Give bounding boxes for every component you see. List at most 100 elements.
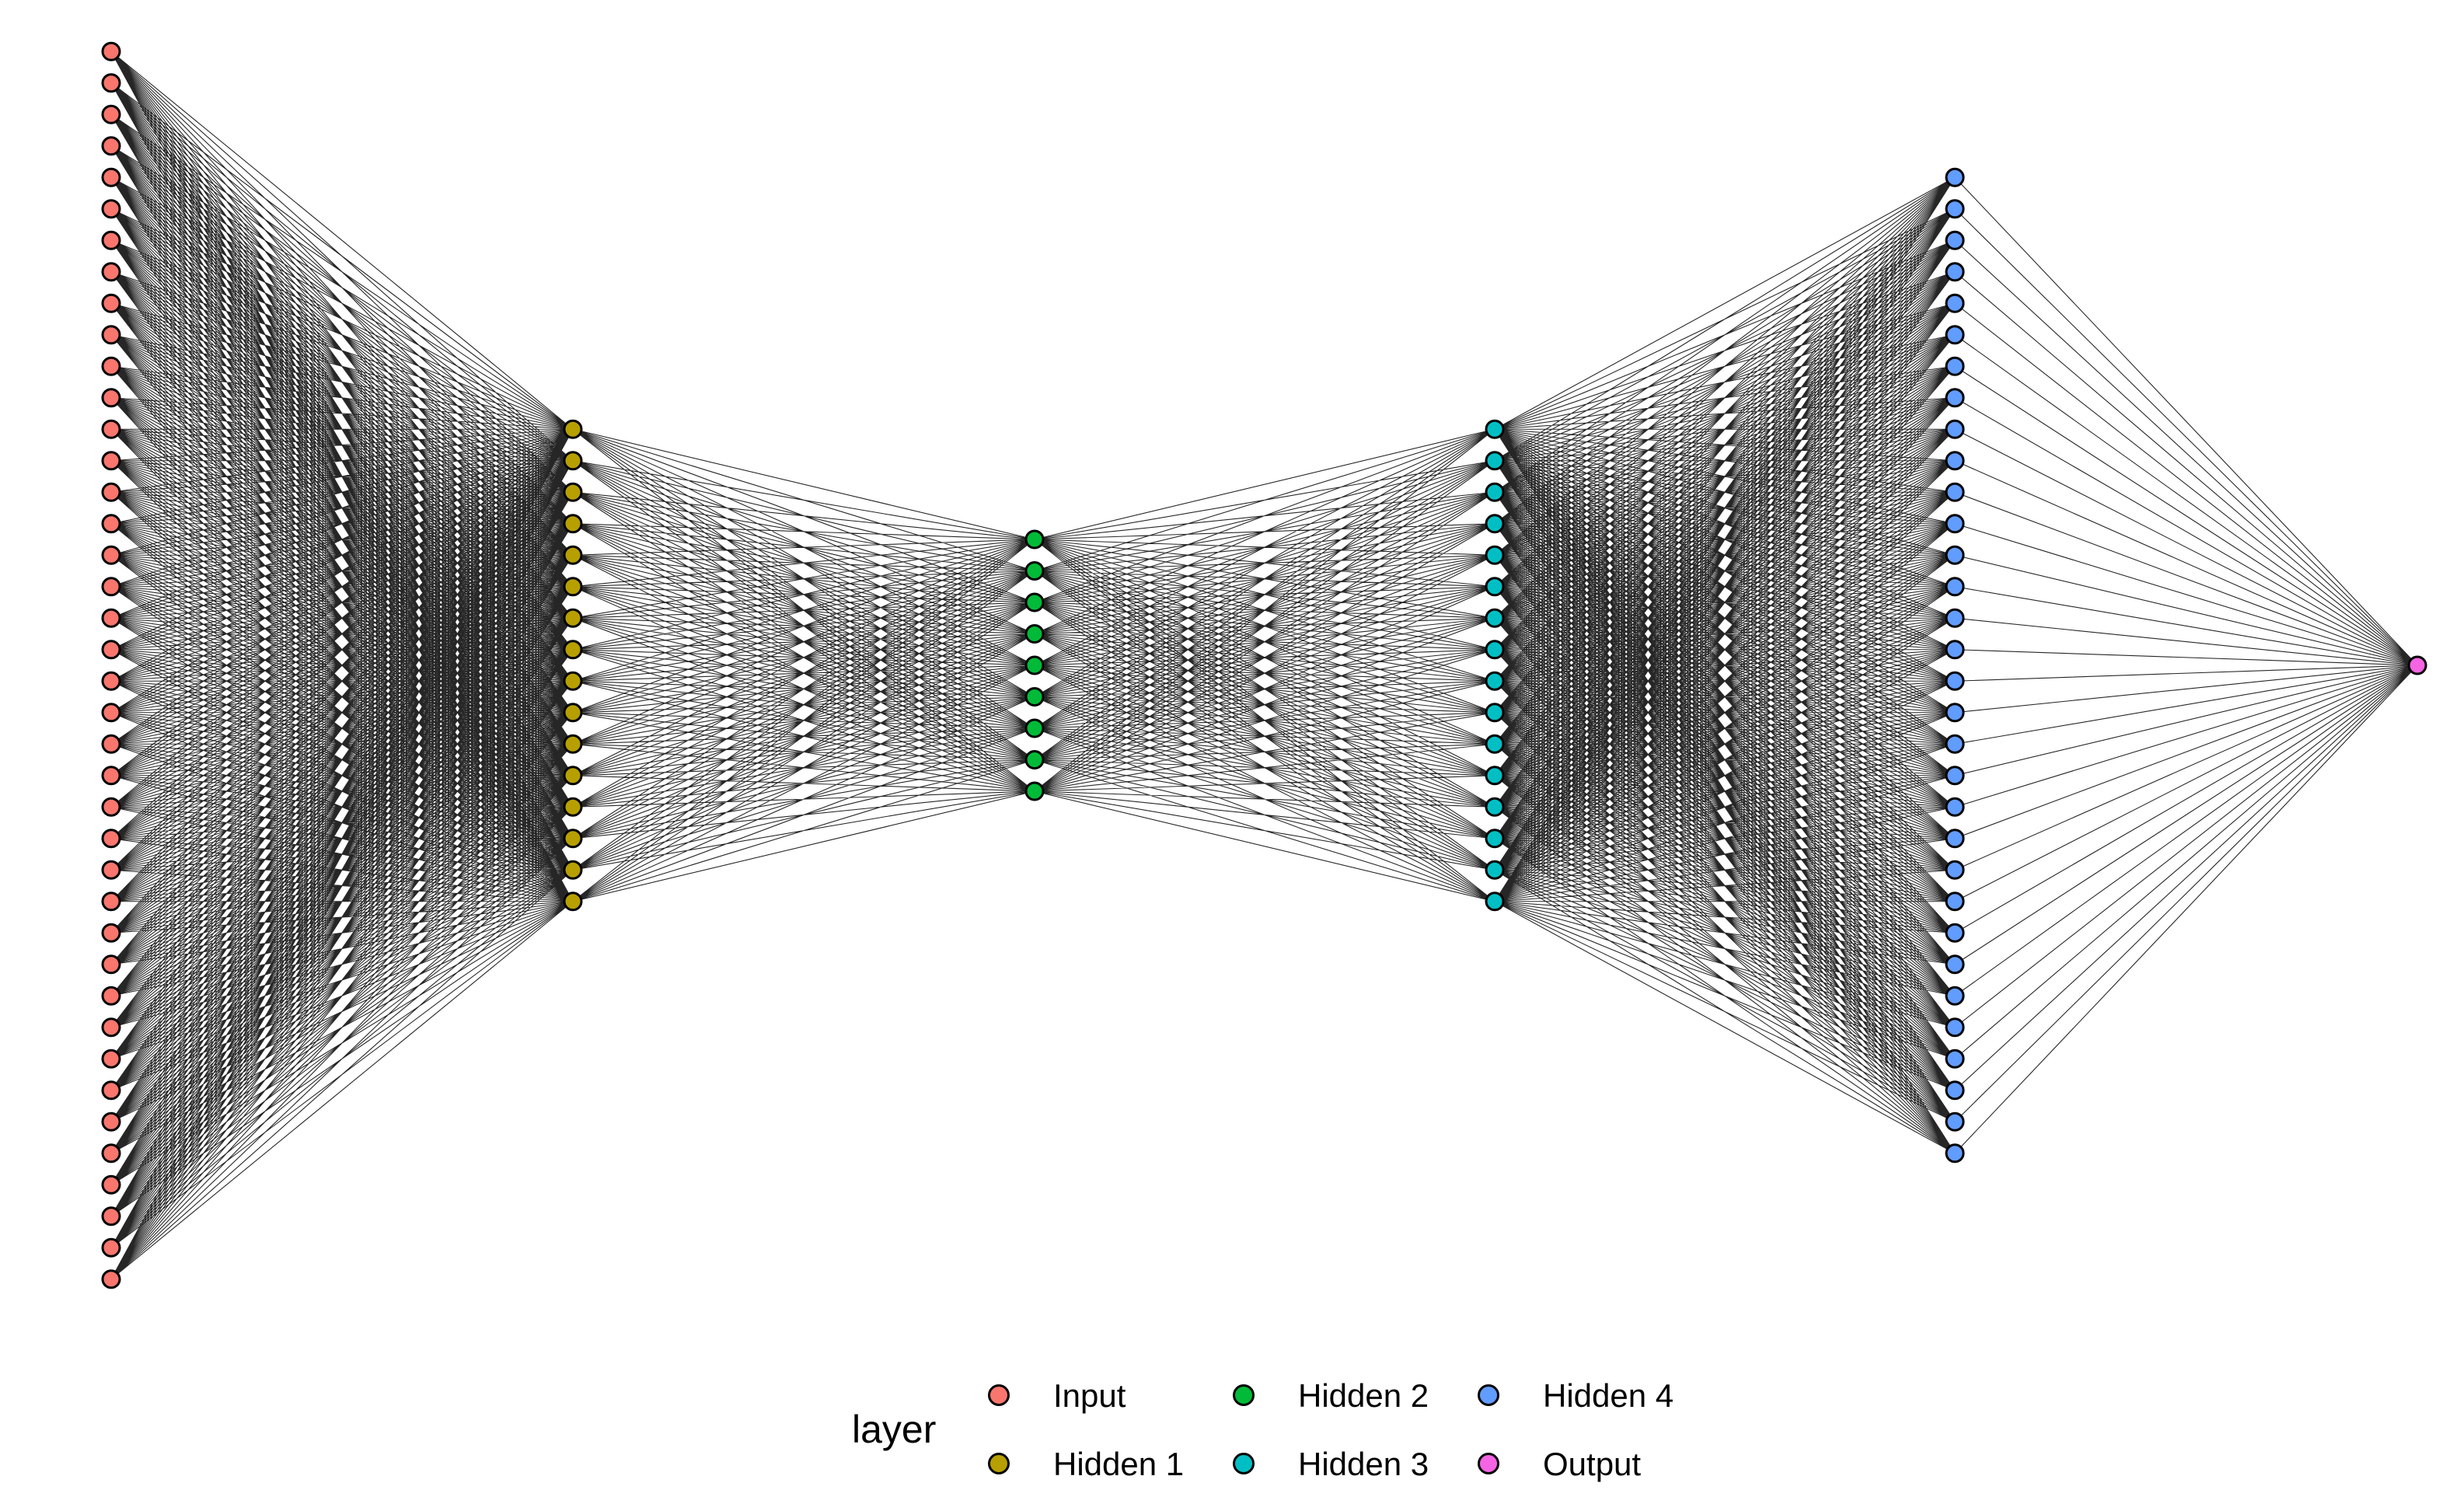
node-input xyxy=(101,1269,121,1289)
node-hidden-3 xyxy=(1485,545,1505,565)
node-input xyxy=(101,167,121,187)
node-hidden-4 xyxy=(1945,356,1965,376)
node-hidden-4 xyxy=(1945,1049,1965,1069)
node-hidden-2 xyxy=(1024,718,1045,738)
node-input xyxy=(101,1237,121,1258)
legend-item-hidden-3: Hidden 3 xyxy=(1233,1446,1429,1482)
node-hidden-3 xyxy=(1485,451,1505,471)
node-hidden-4 xyxy=(1945,892,1965,912)
node-hidden-1 xyxy=(563,482,583,502)
node-hidden-1 xyxy=(563,829,583,849)
legend-label-hidden-2: Hidden 2 xyxy=(1298,1377,1429,1414)
node-hidden-3 xyxy=(1485,860,1505,880)
node-hidden-1 xyxy=(563,514,583,534)
node-input xyxy=(101,671,121,691)
node-input xyxy=(101,293,121,313)
node-hidden-2 xyxy=(1024,687,1045,707)
node-hidden-1 xyxy=(563,734,583,754)
node-input xyxy=(101,199,121,219)
network-nodes xyxy=(101,41,2427,1289)
node-hidden-4 xyxy=(1945,1080,1965,1101)
node-hidden-4 xyxy=(1945,640,1965,660)
legend-item-hidden-1: Hidden 1 xyxy=(988,1446,1184,1482)
node-hidden-3 xyxy=(1485,797,1505,817)
node-hidden-4 xyxy=(1945,451,1965,471)
node-input xyxy=(101,388,121,408)
legend-key-hidden-3 xyxy=(1233,1453,1255,1474)
node-hidden-1 xyxy=(563,671,583,691)
legend-label-hidden-4: Hidden 4 xyxy=(1543,1377,1673,1414)
legend-item-output: Output xyxy=(1478,1446,1641,1482)
node-input xyxy=(101,1206,121,1227)
layer-hidden-3 xyxy=(1485,419,1505,912)
node-hidden-4 xyxy=(1945,734,1965,754)
node-hidden-4 xyxy=(1945,577,1965,597)
node-hidden-4 xyxy=(1945,1143,1965,1164)
node-hidden-2 xyxy=(1024,750,1045,769)
legend-item-hidden-2: Hidden 2 xyxy=(1233,1377,1429,1414)
legend-key-hidden-4 xyxy=(1478,1384,1499,1406)
node-hidden-4 xyxy=(1945,325,1965,345)
node-hidden-3 xyxy=(1485,419,1505,439)
node-hidden-4 xyxy=(1945,514,1965,534)
node-hidden-3 xyxy=(1485,640,1505,660)
node-hidden-1 xyxy=(563,577,583,597)
layer-hidden-1 xyxy=(563,419,583,912)
node-hidden-1 xyxy=(563,766,583,786)
node-output xyxy=(2407,655,2427,675)
node-input xyxy=(101,608,121,628)
node-input xyxy=(101,797,121,817)
node-hidden-3 xyxy=(1485,577,1505,597)
node-hidden-1 xyxy=(563,608,583,628)
legend-items: Input Hidden 1 Hidden 2 Hidden 3 Hidden 4 Out… xyxy=(988,1377,1673,1482)
node-input xyxy=(101,514,121,534)
node-hidden-4 xyxy=(1945,1017,1965,1038)
node-input xyxy=(101,325,121,345)
node-input xyxy=(101,262,121,282)
edges-hidden-4-to-output xyxy=(1954,176,2418,1154)
node-hidden-3 xyxy=(1485,671,1505,691)
edges-hidden-1-to-hidden-2 xyxy=(572,428,1035,902)
node-hidden-4 xyxy=(1945,293,1965,313)
node-hidden-1 xyxy=(563,892,583,912)
node-hidden-1 xyxy=(563,797,583,817)
node-hidden-4 xyxy=(1945,167,1965,187)
node-input xyxy=(101,640,121,660)
node-hidden-3 xyxy=(1485,608,1505,628)
node-input xyxy=(101,766,121,786)
legend-item-hidden-4: Hidden 4 xyxy=(1478,1377,1673,1414)
node-hidden-4 xyxy=(1945,703,1965,723)
node-hidden-1 xyxy=(563,703,583,723)
node-hidden-2 xyxy=(1024,561,1045,581)
node-input xyxy=(101,860,121,880)
connection-edges xyxy=(110,51,2418,1280)
edges-hidden-3-to-hidden-4 xyxy=(1494,176,1956,1154)
node-input xyxy=(101,482,121,502)
node-input xyxy=(101,923,121,943)
node-hidden-4 xyxy=(1945,545,1965,565)
legend: layer Input Hidden 1 Hidden 2 Hidden 3 Hidde… xyxy=(852,1377,1673,1482)
node-hidden-3 xyxy=(1485,482,1505,502)
node-hidden-1 xyxy=(563,419,583,439)
layer-hidden-4 xyxy=(1945,167,1965,1164)
edges-hidden-2-to-hidden-3 xyxy=(1034,428,1496,902)
node-hidden-4 xyxy=(1945,671,1965,691)
node-hidden-4 xyxy=(1945,1111,1965,1132)
node-input xyxy=(101,829,121,849)
node-hidden-1 xyxy=(563,860,583,880)
node-hidden-4 xyxy=(1945,766,1965,786)
node-input xyxy=(101,1049,121,1069)
node-input xyxy=(101,1080,121,1101)
layer-input xyxy=(101,41,121,1289)
node-hidden-1 xyxy=(563,451,583,471)
node-input xyxy=(101,104,121,124)
layer-output xyxy=(2407,655,2427,675)
node-input xyxy=(101,986,121,1006)
node-hidden-4 xyxy=(1945,199,1965,219)
node-hidden-2 xyxy=(1024,781,1045,801)
legend-key-input xyxy=(988,1384,1010,1406)
node-input xyxy=(101,1174,121,1195)
legend-label-input: Input xyxy=(1053,1377,1126,1414)
node-hidden-3 xyxy=(1485,829,1505,849)
node-hidden-3 xyxy=(1485,766,1505,786)
